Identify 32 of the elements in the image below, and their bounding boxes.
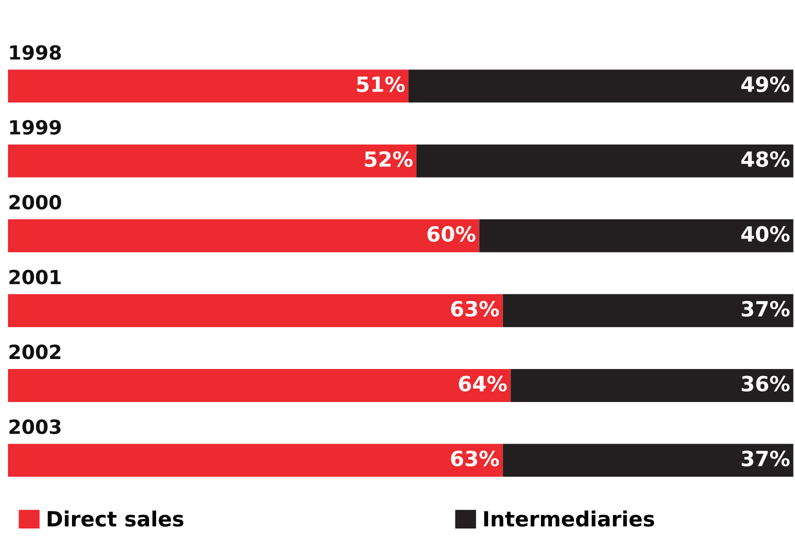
data-label: 49% (741, 76, 790, 92)
bar (8, 70, 409, 103)
data-label: 36% (742, 376, 790, 392)
data-label: 63% (451, 300, 499, 317)
bar (479, 219, 794, 252)
data-label: 37% (742, 300, 790, 317)
bar (502, 294, 794, 328)
y-tick-label: 2000 (9, 194, 62, 210)
bar (510, 369, 794, 402)
bar (8, 444, 503, 477)
bar (8, 144, 416, 178)
y-tick-label: 2001 (9, 270, 61, 284)
y-tick-label: 2002 (9, 344, 60, 360)
data-label: 51% (357, 76, 405, 92)
data-label: 63% (451, 450, 499, 466)
legend-label: Direct sales (48, 510, 184, 527)
bar (416, 144, 794, 178)
y-tick-label: 1999 (10, 120, 61, 135)
y-tick-label: 2003 (9, 419, 61, 434)
bar (8, 219, 480, 252)
data-label: 37% (742, 450, 790, 466)
data-label: 48% (741, 151, 790, 167)
data-label: 40% (741, 226, 790, 242)
bar (8, 369, 511, 402)
y-tick-label: 1998 (10, 45, 61, 60)
bar (8, 294, 503, 328)
data-label: 52% (364, 151, 413, 167)
bar (408, 70, 794, 103)
bar (502, 444, 794, 477)
legend-label: Intermediaries (484, 510, 654, 527)
data-label: 64% (458, 376, 507, 392)
data-label: 60% (428, 226, 476, 242)
